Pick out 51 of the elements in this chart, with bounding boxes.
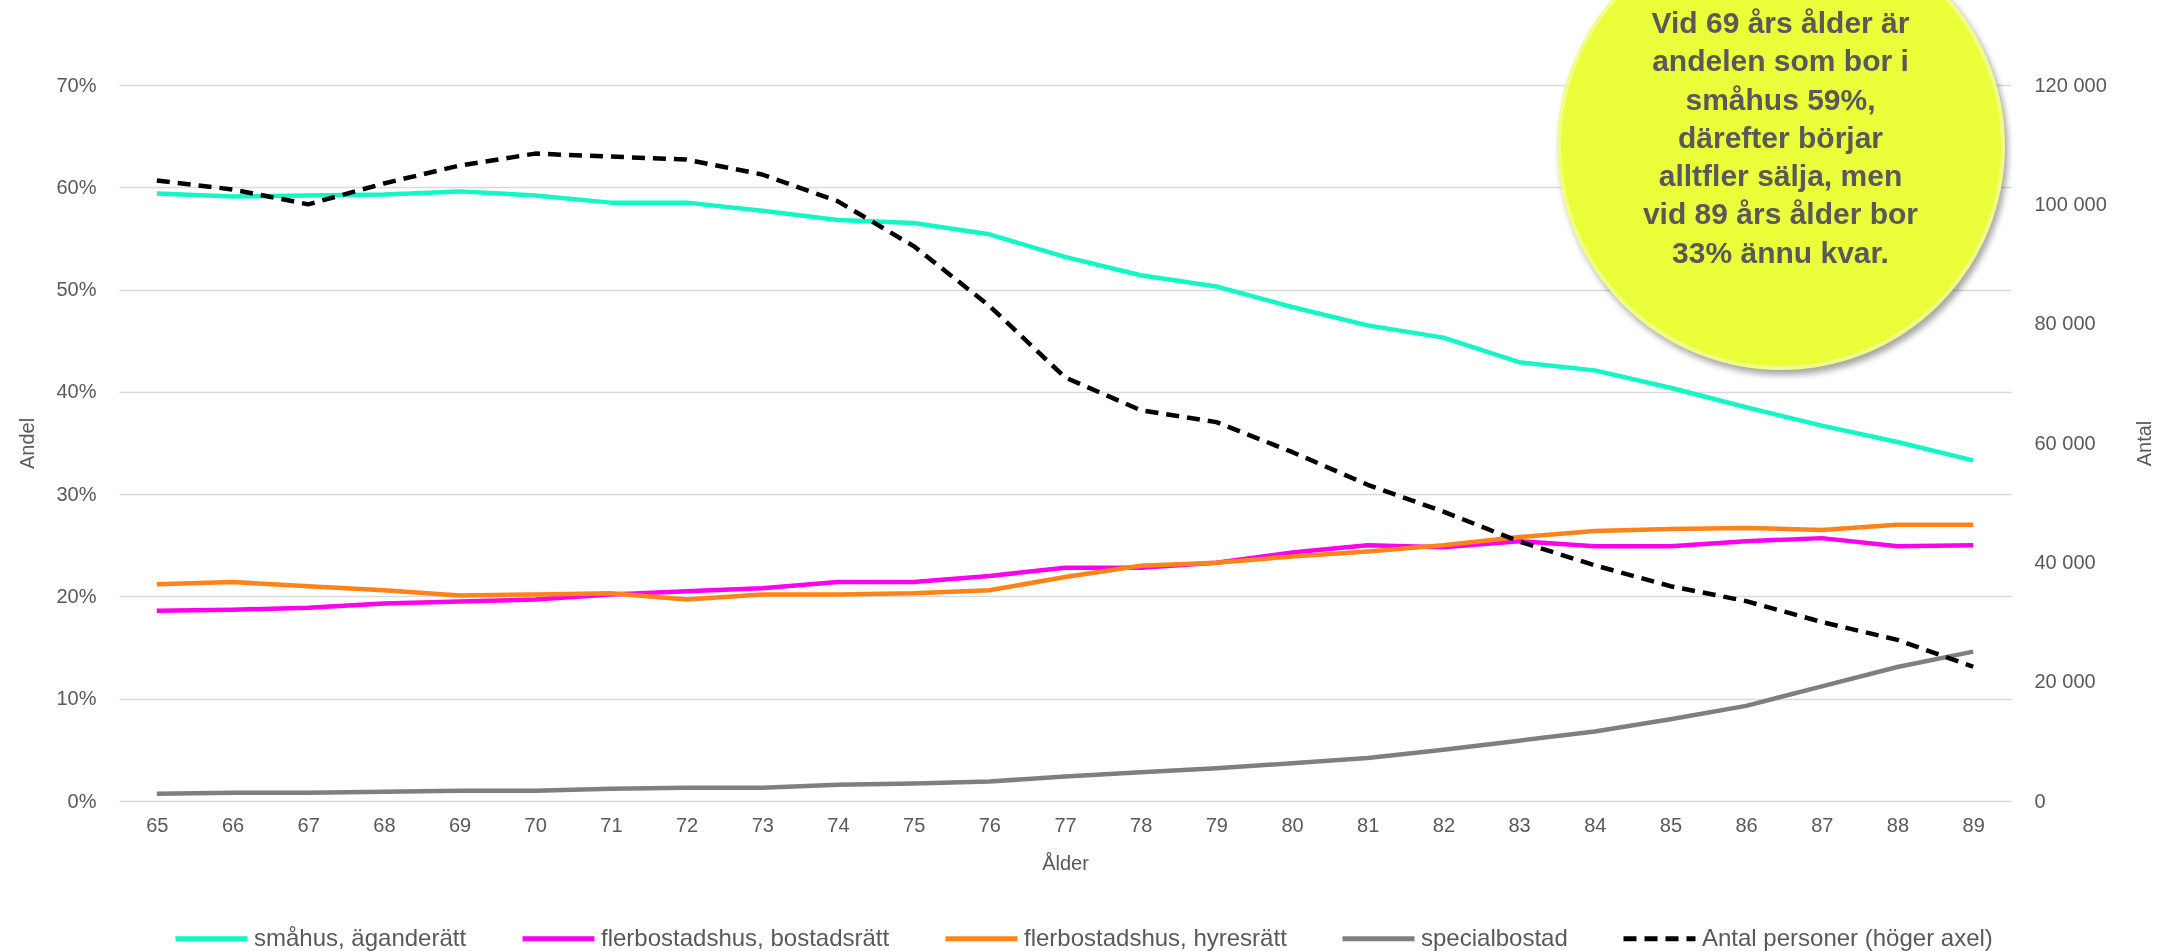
y-tick-label: 50% — [56, 278, 97, 301]
x-tick-label: 75 — [903, 813, 926, 836]
y-axis-title: Andel — [15, 417, 38, 470]
x-tick-label: 69 — [448, 813, 472, 836]
y2-tick-label: 0 — [2034, 789, 2046, 812]
y2-tick-label: 80 000 — [2034, 312, 2096, 335]
x-tick-label: 81 — [1357, 813, 1380, 836]
y2-tick-label: 120 000 — [2034, 73, 2107, 96]
x-tick-label: 70 — [524, 813, 547, 836]
x-tick-label: 85 — [1659, 813, 1683, 836]
legend-label: Antal personer (höger axel) — [1702, 923, 1993, 951]
y-tick-label: 10% — [56, 687, 97, 710]
x-tick-label: 73 — [751, 813, 774, 836]
x-tick-label: 79 — [1205, 813, 1228, 836]
legend-label: specialbostad — [1421, 923, 1568, 951]
y-tick-label: 60% — [56, 175, 97, 198]
x-tick-label: 77 — [1054, 813, 1077, 836]
y-tick-label: 0% — [67, 789, 97, 812]
y2-tick-label: 40 000 — [2034, 550, 2096, 573]
y2-tick-label: 60 000 — [2034, 431, 2096, 454]
y-tick-label: 40% — [56, 380, 97, 403]
x-tick-label: 82 — [1432, 813, 1456, 836]
x-tick-label: 87 — [1811, 813, 1834, 836]
x-tick-label: 84 — [1584, 813, 1607, 836]
x-tick-label: 86 — [1735, 813, 1758, 836]
y2-tick-label: 20 000 — [2034, 670, 2096, 693]
x-tick-label: 74 — [827, 813, 850, 836]
annotation: Vid 69 års ålder är andelen som bor i småhus 59%, därefter börjar alltfler sälja, men vid 89 års ålder bor 33% ännu kvar. — [1641, 5, 1920, 271]
y-tick-label: 20% — [56, 584, 97, 607]
line-series — [154, 649, 1976, 797]
x-tick-label: 89 — [1962, 813, 1985, 836]
y-tick-label: 30% — [56, 482, 97, 505]
y2-axis-title: Antal — [2132, 420, 2155, 467]
x-tick-label: 68 — [373, 813, 396, 836]
legend-label: småhus, äganderätt — [254, 923, 467, 951]
x-tick-label: 76 — [978, 813, 1001, 836]
legend-label: flerbostadshus, bostadsrätt — [601, 923, 890, 951]
x-tick-label: 80 — [1281, 813, 1304, 836]
y-tick-label: 70% — [56, 73, 97, 96]
x-axis-title: Ålder — [1042, 851, 1090, 874]
x-tick-label: 83 — [1508, 813, 1531, 836]
x-tick-label: 88 — [1886, 813, 1910, 836]
x-tick-label: 72 — [675, 813, 699, 836]
x-tick-label: 67 — [297, 813, 320, 836]
y2-tick-label: 100 000 — [2034, 192, 2107, 215]
x-tick-label: 78 — [1130, 813, 1153, 836]
x-tick-label: 66 — [221, 813, 245, 836]
x-tick-label: 71 — [600, 813, 623, 836]
x-tick-label: 65 — [146, 813, 169, 836]
line-series — [154, 522, 1976, 602]
legend-label: flerbostadshus, hyresrätt — [1024, 923, 1288, 951]
